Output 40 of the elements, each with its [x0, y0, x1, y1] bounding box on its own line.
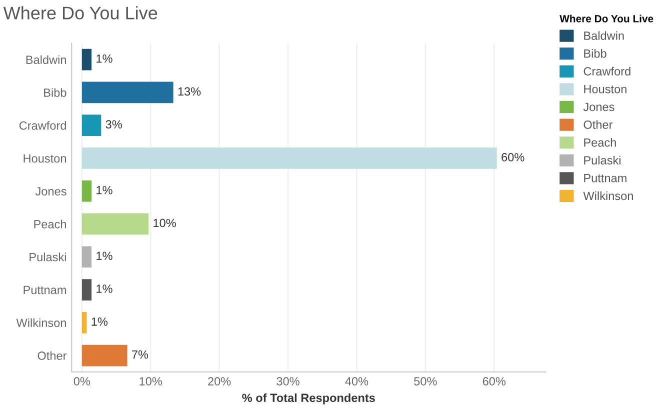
x-tick-label: 60%: [482, 377, 506, 386]
legend-label: Peach: [584, 138, 616, 147]
x-tick-label: 0%: [74, 377, 90, 386]
data-label: 3%: [106, 120, 122, 129]
data-label: 60%: [502, 153, 524, 162]
data-label: 13%: [178, 87, 201, 96]
data-label: 1%: [96, 252, 112, 260]
x-tick-label: 10%: [140, 377, 162, 386]
legend-label: Puttnam: [584, 174, 626, 182]
data-label: 10%: [154, 218, 176, 228]
data-label: 1%: [96, 54, 112, 63]
legend-label: Baldwin: [584, 31, 624, 40]
legend-title: Where Do You Live: [560, 14, 654, 22]
y-tick-label: Wilkinson: [16, 318, 66, 328]
x-tick-label: 30%: [276, 377, 300, 386]
y-tick-label: Peach: [34, 220, 66, 228]
y-tick-label: Baldwin: [26, 55, 66, 64]
y-tick-label: Other: [38, 351, 67, 360]
y-tick-label: Jones: [35, 187, 66, 196]
y-tick-label: Houston: [24, 154, 66, 163]
legend-label: Pulaski: [584, 156, 620, 164]
x-tick-label: 50%: [414, 377, 437, 386]
y-tick-label: Puttnam: [24, 286, 66, 294]
legend-label: Bibb: [584, 49, 606, 58]
x-axis-title: % of Total Respondents: [242, 393, 375, 404]
data-label: 7%: [132, 350, 148, 359]
y-tick-label: Bibb: [44, 88, 66, 97]
x-tick-label: 40%: [345, 377, 368, 386]
legend-label: Crawford: [584, 66, 630, 76]
y-tick-label: Crawford: [19, 121, 66, 130]
data-label: 1%: [96, 186, 112, 194]
data-label: 1%: [96, 284, 112, 293]
legend-label: Houston: [584, 85, 626, 94]
legend-label: Wilkinson: [583, 191, 633, 200]
legend-label: Other: [584, 120, 613, 129]
legend-label: Jones: [583, 102, 614, 112]
data-label: 1%: [92, 317, 108, 326]
x-tick-label: 20%: [208, 377, 231, 386]
y-tick-label: Pulaski: [30, 252, 66, 262]
chart-title: Where Do You Live: [3, 6, 158, 20]
